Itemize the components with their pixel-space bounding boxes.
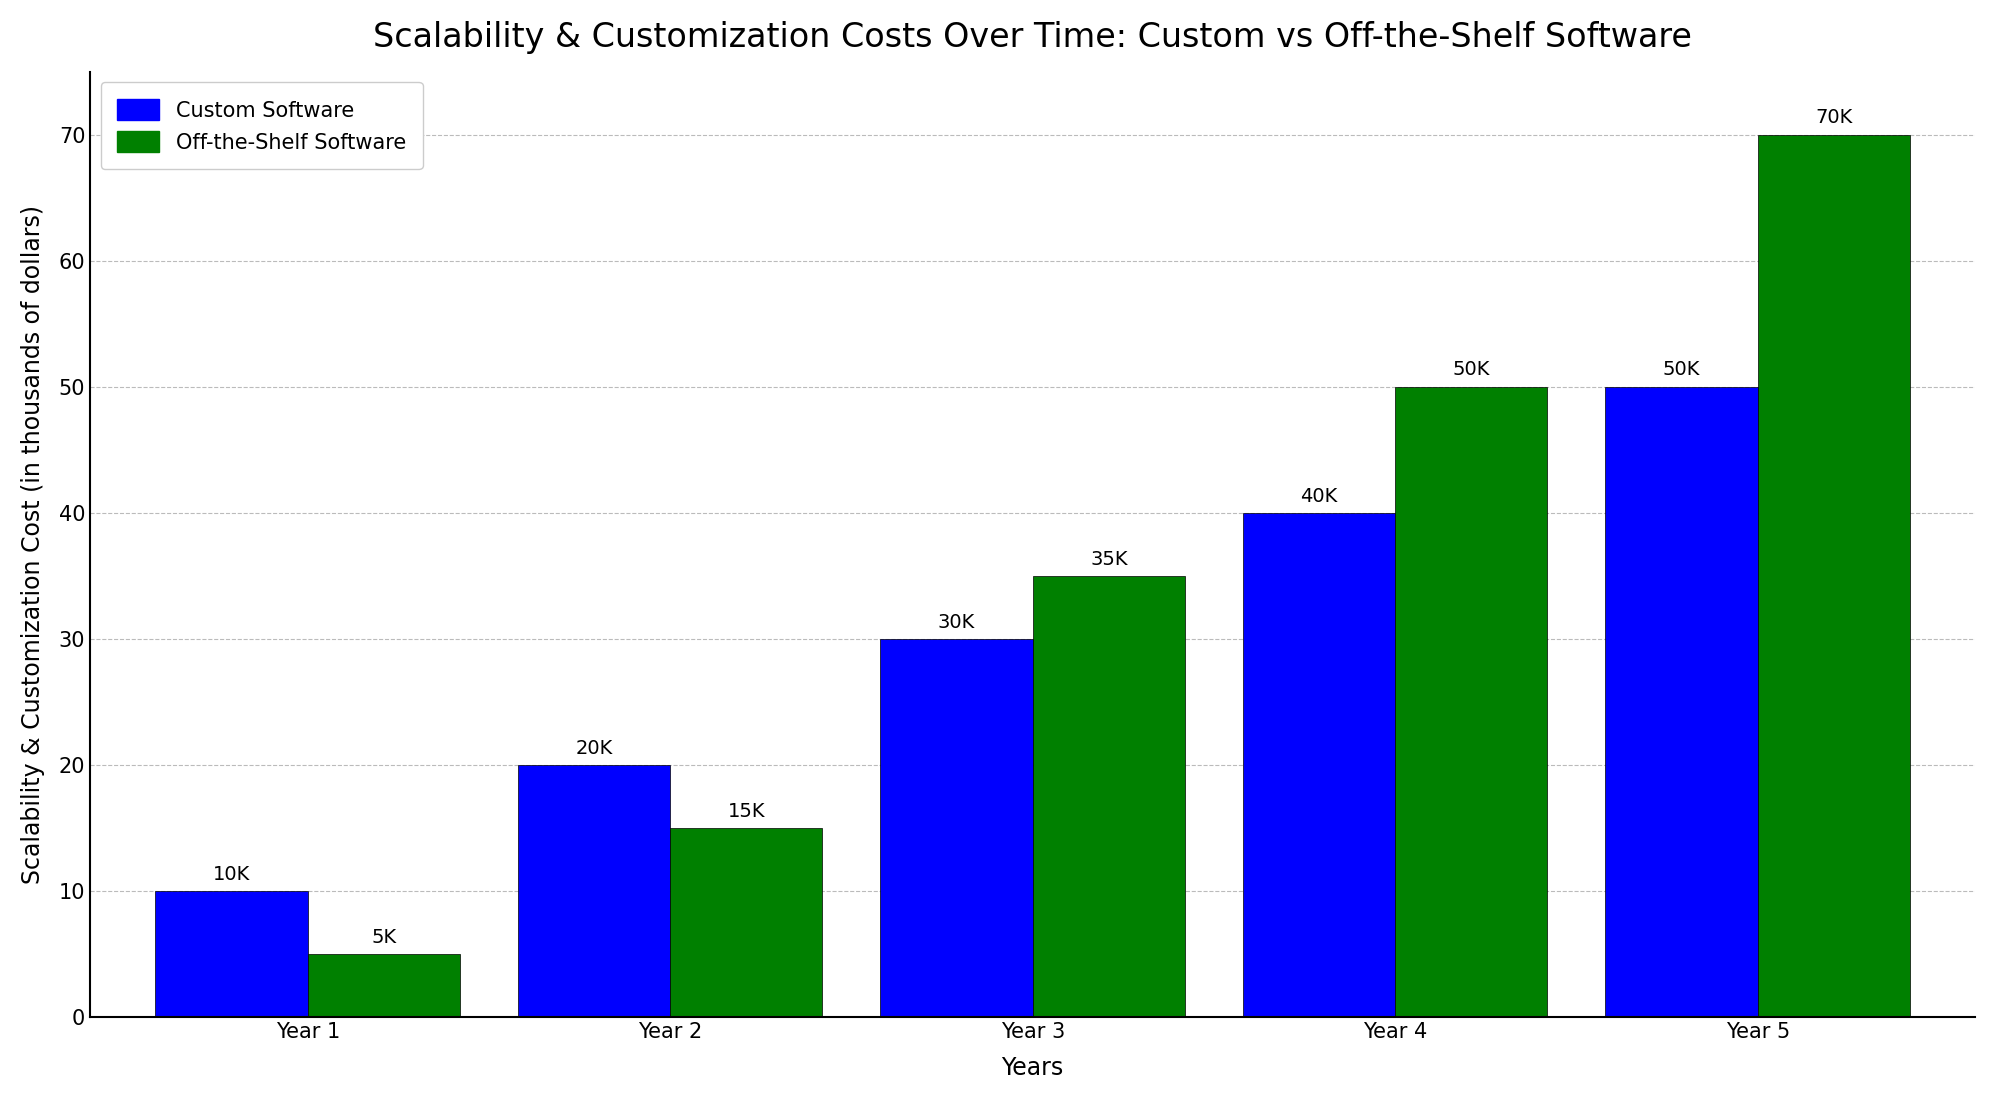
Text: 40K: 40K — [1301, 487, 1337, 505]
Bar — [1758, 134, 1910, 1017]
Text: 30K: 30K — [938, 612, 976, 632]
Text: 50K: 50K — [1663, 360, 1701, 380]
Text: 5K: 5K — [371, 928, 397, 947]
Text: 15K: 15K — [729, 802, 764, 820]
Legend: Custom Software, Off-the-Shelf Software: Custom Software, Off-the-Shelf Software — [100, 83, 423, 170]
Bar — [1032, 576, 1186, 1017]
X-axis label: Years: Years — [1002, 1056, 1064, 1080]
Bar — [1244, 513, 1395, 1017]
Text: 20K: 20K — [575, 739, 613, 757]
Text: 10K: 10K — [214, 864, 250, 884]
Bar — [880, 640, 1032, 1017]
Bar — [156, 892, 307, 1017]
Bar — [1605, 388, 1758, 1017]
Bar — [517, 765, 671, 1017]
Y-axis label: Scalability & Customization Cost (in thousands of dollars): Scalability & Customization Cost (in tho… — [20, 205, 44, 884]
Bar — [307, 955, 459, 1017]
Bar — [671, 828, 822, 1017]
Text: 35K: 35K — [1090, 549, 1128, 568]
Text: 70K: 70K — [1814, 108, 1852, 128]
Bar — [1395, 388, 1547, 1017]
Text: 50K: 50K — [1453, 360, 1489, 380]
Title: Scalability & Customization Costs Over Time: Custom vs Off-the-Shelf Software: Scalability & Customization Costs Over T… — [373, 21, 1693, 54]
